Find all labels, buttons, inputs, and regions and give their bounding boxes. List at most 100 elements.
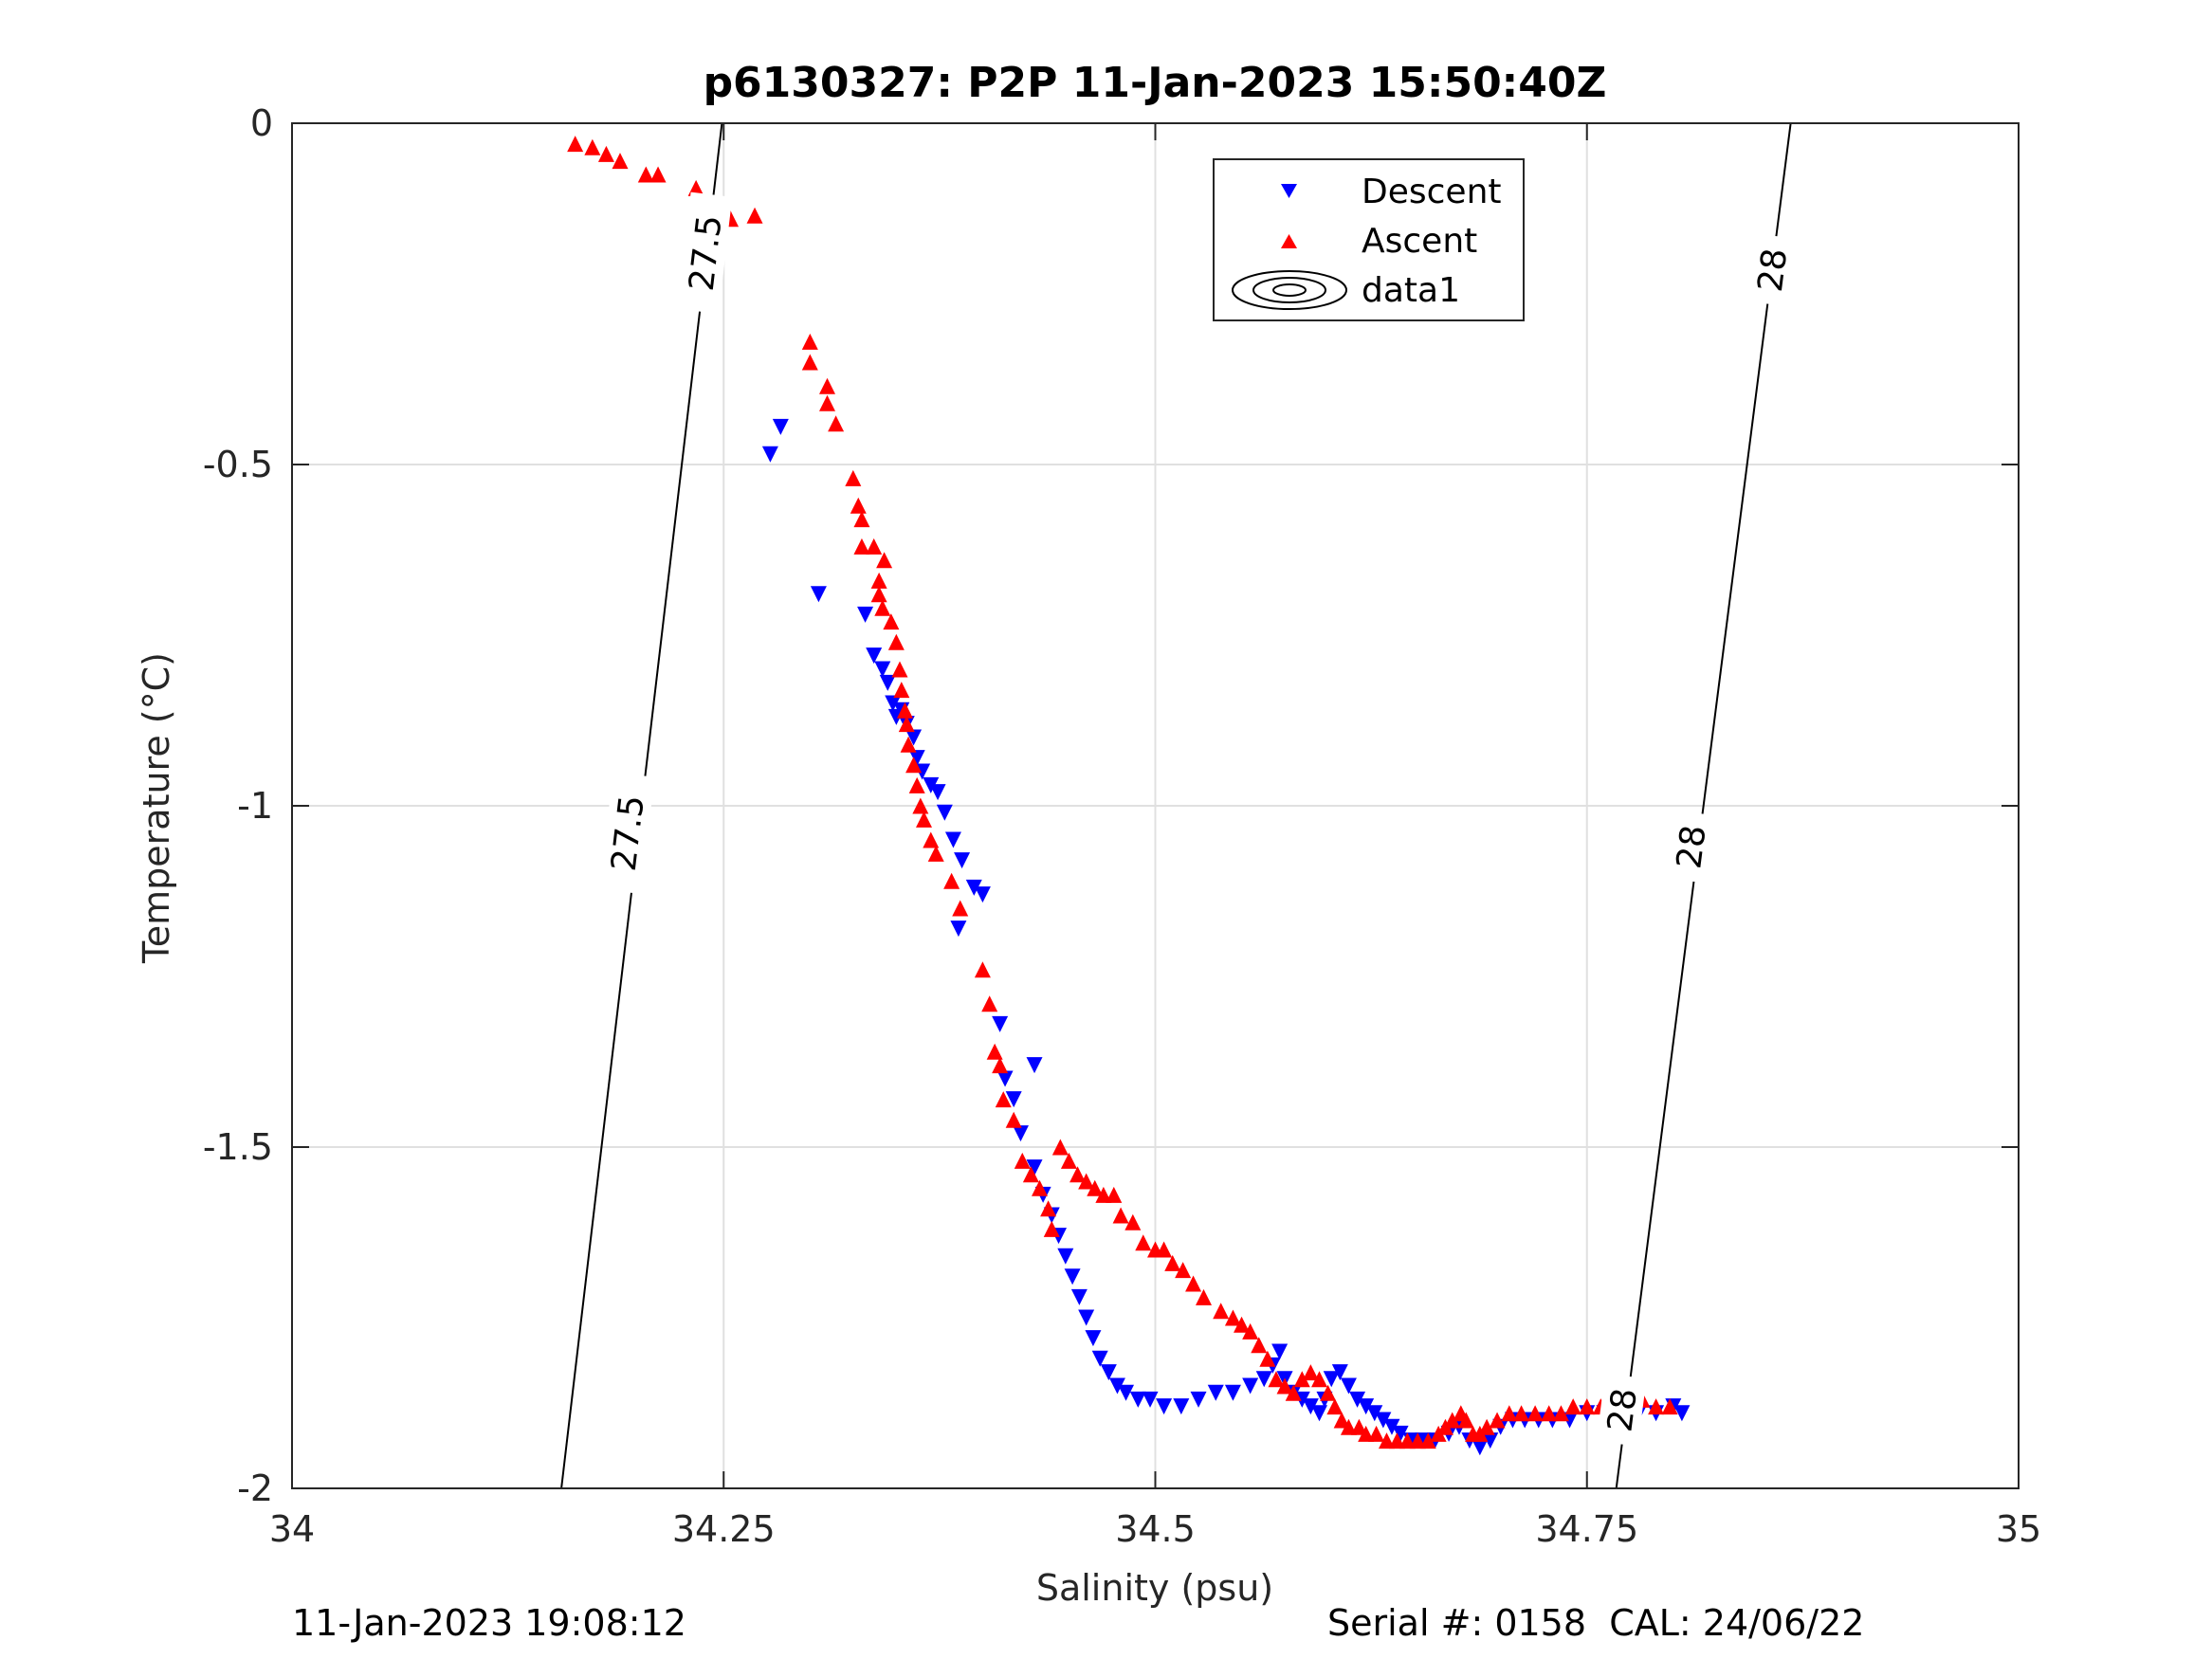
ascent-point xyxy=(866,538,883,555)
legend-descent-label: Descent xyxy=(1362,173,1502,211)
descent-point xyxy=(1118,1384,1135,1401)
ascent-point xyxy=(870,586,887,603)
descent-point xyxy=(908,750,925,767)
ascent-point xyxy=(1513,1405,1530,1422)
ascent-point xyxy=(874,599,891,616)
ascent-point xyxy=(1661,1398,1678,1415)
ascent-point xyxy=(819,394,836,411)
ascent-point xyxy=(1302,1364,1319,1381)
ascent-point xyxy=(995,1091,1012,1108)
ascent-point xyxy=(1293,1371,1310,1388)
ascent-point xyxy=(1087,1179,1104,1196)
descent-point xyxy=(950,921,967,938)
ascent-point xyxy=(943,872,960,889)
descent-point xyxy=(1673,1405,1691,1422)
ascent-point xyxy=(1276,1377,1293,1395)
ascent-point xyxy=(1398,1432,1416,1449)
ascent-point xyxy=(1213,1303,1230,1320)
ascent-point xyxy=(1457,1412,1474,1429)
ascent-point xyxy=(853,511,870,528)
descent-point xyxy=(761,446,778,463)
descent-point xyxy=(1323,1371,1340,1388)
ascent-point xyxy=(801,354,818,371)
ascent-point xyxy=(1552,1405,1569,1422)
ascent-point xyxy=(1095,1186,1112,1203)
ascent-point xyxy=(1014,1152,1031,1169)
contour-label-gap xyxy=(1596,1373,1647,1447)
ascent-point xyxy=(900,736,917,753)
x-tick-label: 34 xyxy=(269,1508,315,1550)
contour-label-gap xyxy=(1665,810,1716,884)
y-tick-label: -1.5 xyxy=(203,1126,273,1168)
ascent-point xyxy=(1195,1288,1212,1305)
legend-descent-marker xyxy=(1281,184,1297,198)
descent-point xyxy=(936,804,953,821)
descent-point xyxy=(1026,1159,1043,1176)
footer-serial-calibration: Serial #: 0158 CAL: 24/06/22 xyxy=(1327,1602,1865,1644)
ascent-point xyxy=(1340,1418,1357,1435)
ascent-point xyxy=(612,153,629,170)
ascent-point xyxy=(1051,1139,1069,1156)
ascent-point xyxy=(853,538,870,555)
legend: Descent Ascent data1 xyxy=(1213,158,1525,321)
y-tick-label: -0.5 xyxy=(203,444,273,485)
ascent-point xyxy=(1242,1322,1259,1340)
x-axis-label: Salinity (psu) xyxy=(1036,1567,1273,1609)
ascent-point xyxy=(1379,1432,1396,1449)
ascent-point xyxy=(891,661,908,678)
ascent-point xyxy=(1112,1207,1129,1224)
contour-line-28 xyxy=(1615,122,1792,1489)
ascent-point xyxy=(908,776,925,793)
descent-point xyxy=(1472,1439,1489,1456)
grid-lines xyxy=(292,123,2019,1488)
descent-point xyxy=(1349,1391,1366,1408)
ascent-point xyxy=(992,1057,1009,1074)
ascent-point xyxy=(893,682,910,699)
x-tick-label: 34.75 xyxy=(1535,1508,1638,1550)
x-tick-label: 34.5 xyxy=(1115,1508,1196,1550)
legend-contour-label: data1 xyxy=(1362,271,1460,310)
ascent-point xyxy=(1069,1166,1087,1183)
ascent-point xyxy=(981,995,998,1012)
ascent-point xyxy=(1259,1350,1276,1367)
ascent-point xyxy=(1320,1384,1337,1401)
chart-title: p6130327: P2P 11-Jan-2023 15:50:40Z xyxy=(704,59,1607,107)
descent-point xyxy=(1242,1377,1259,1395)
ascent-point xyxy=(1022,1166,1039,1183)
descent-point xyxy=(1375,1412,1392,1429)
ascent-point xyxy=(1409,1432,1426,1449)
ascent-point xyxy=(828,415,845,432)
descent-point xyxy=(1331,1364,1348,1381)
ascent-point xyxy=(1268,1371,1285,1388)
legend-box xyxy=(1213,158,1525,321)
ascent-point xyxy=(1478,1418,1495,1435)
ascent-point xyxy=(876,552,893,569)
ascent-point xyxy=(952,900,969,917)
descent-point xyxy=(1108,1377,1125,1395)
ascent-point xyxy=(1106,1186,1123,1203)
descent-point xyxy=(1012,1125,1029,1142)
descent-point xyxy=(885,695,902,712)
descent-point xyxy=(974,886,991,903)
ascent-point xyxy=(1326,1398,1344,1415)
descent-point xyxy=(1482,1432,1499,1449)
ascent-point xyxy=(1333,1412,1350,1429)
ascent-point xyxy=(1526,1405,1544,1422)
descent-point xyxy=(1129,1391,1146,1408)
contour-label: 28 xyxy=(1751,246,1795,295)
ascent-point xyxy=(1040,1200,1057,1217)
ascent-point xyxy=(898,716,915,733)
descent-point xyxy=(874,661,891,678)
y-tick-label: -2 xyxy=(237,1468,273,1509)
descent-point xyxy=(1392,1425,1409,1442)
ascent-point xyxy=(1648,1398,1665,1415)
ascent-point xyxy=(1350,1418,1367,1435)
descent-point xyxy=(992,1015,1009,1032)
ascent-point xyxy=(746,207,763,224)
ascent-point xyxy=(649,166,667,183)
descent-point xyxy=(1224,1384,1241,1401)
descent-point xyxy=(1085,1330,1102,1347)
ascent-point xyxy=(1489,1412,1506,1429)
descent-point xyxy=(1005,1091,1022,1108)
